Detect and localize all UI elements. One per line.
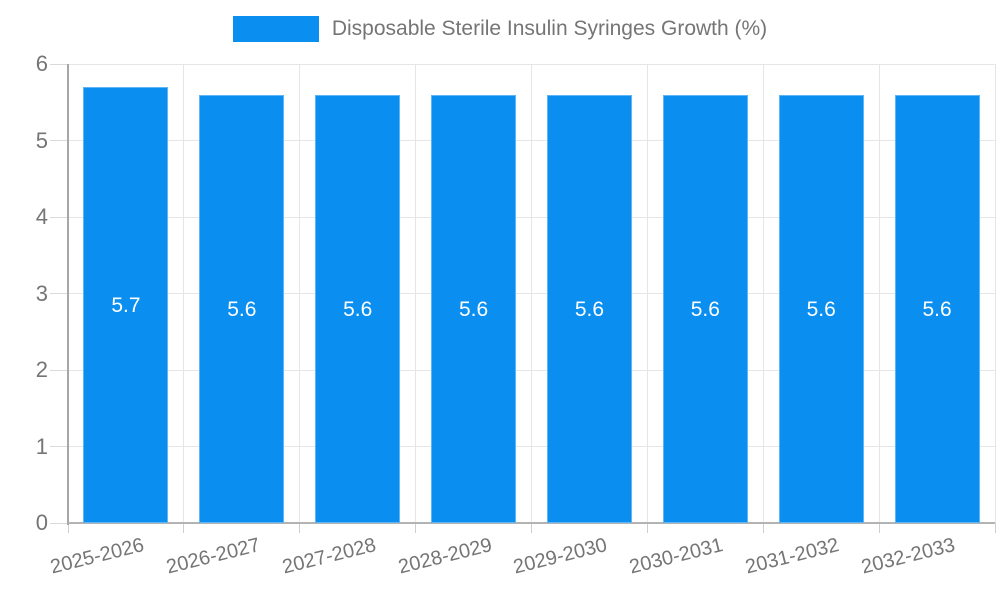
bar xyxy=(662,94,748,523)
x-gridline xyxy=(531,64,532,523)
bar xyxy=(83,86,169,523)
bar xyxy=(431,94,517,523)
x-tick-mark xyxy=(994,523,996,533)
y-tick-mark xyxy=(50,63,68,65)
bar-value-label: 5.6 xyxy=(806,297,836,321)
bar xyxy=(894,94,980,523)
bar-value-label: 5.6 xyxy=(922,297,952,321)
x-tick-mark xyxy=(531,523,532,533)
y-tick-label: 3 xyxy=(35,280,48,306)
bar-value-label: 5.6 xyxy=(458,297,489,321)
legend-swatch xyxy=(232,16,319,42)
x-tick-mark xyxy=(299,523,301,533)
x-tick-mark xyxy=(415,523,417,533)
bar-value-label: 5.6 xyxy=(574,297,605,321)
y-axis-line xyxy=(67,64,69,525)
y-tick-mark xyxy=(50,140,68,141)
x-gridline xyxy=(646,64,648,523)
y-tick-label: 1 xyxy=(35,433,48,459)
chart-legend: Disposable Sterile Insulin Syringes Grow… xyxy=(0,16,1000,42)
x-axis-line xyxy=(68,522,995,524)
x-tick-mark xyxy=(646,523,648,533)
x-tick-mark xyxy=(762,523,764,533)
y-tick-mark xyxy=(50,446,68,447)
y-tick-label: 0 xyxy=(35,510,48,535)
bar xyxy=(199,94,285,523)
bar xyxy=(546,94,632,523)
x-gridline xyxy=(299,64,301,523)
bar xyxy=(778,94,864,523)
x-gridline xyxy=(878,64,880,523)
bar-value-label: 5.7 xyxy=(111,293,141,317)
bar-value-label: 5.6 xyxy=(227,297,257,321)
x-gridline xyxy=(994,64,996,523)
x-tick-mark xyxy=(67,523,69,533)
y-tick-mark xyxy=(50,522,68,524)
bar-value-label: 5.6 xyxy=(690,297,720,321)
y-tick-label: 2 xyxy=(35,357,48,382)
x-tick-mark xyxy=(878,523,880,533)
y-tick-label: 4 xyxy=(35,204,48,229)
bar-value-label: 5.6 xyxy=(343,297,373,321)
y-tick-mark xyxy=(50,216,68,218)
x-gridline xyxy=(762,64,764,523)
y-tick-label: 5 xyxy=(35,127,48,153)
x-gridline xyxy=(415,64,417,523)
y-tick-label: 6 xyxy=(35,51,48,76)
y-tick-mark xyxy=(50,369,68,371)
legend-label: Disposable Sterile Insulin Syringes Grow… xyxy=(331,17,768,40)
x-tick-mark xyxy=(183,523,185,533)
bar xyxy=(315,94,401,523)
x-gridline xyxy=(183,64,185,523)
y-tick-mark xyxy=(50,293,68,294)
